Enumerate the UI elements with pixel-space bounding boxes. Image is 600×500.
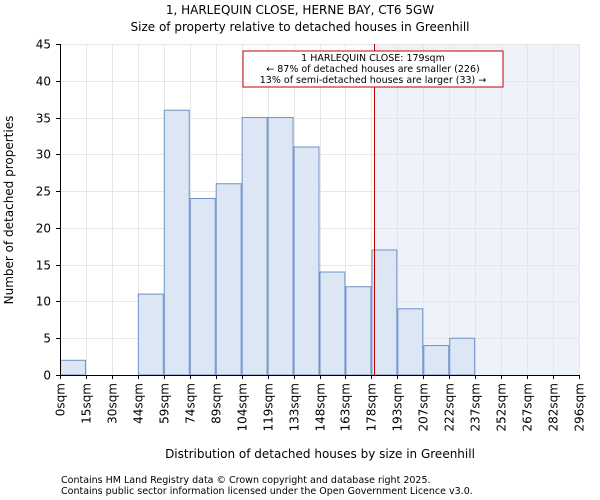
- y-tick-label: 15: [36, 259, 51, 273]
- y-tick-label: 30: [36, 148, 51, 162]
- bar: [137, 293, 164, 376]
- bar: [371, 249, 398, 376]
- y-tick-label: 10: [36, 295, 51, 309]
- x-tick-label: 178sqm: [365, 383, 379, 431]
- y-tick-label: 35: [36, 112, 51, 126]
- y-tick-label: 25: [36, 185, 51, 199]
- annotation-line1: 1 HARLEQUIN CLOSE: 179sqm: [301, 53, 445, 64]
- x-tick-label: 133sqm: [288, 383, 302, 431]
- x-tick-label: 148sqm: [314, 383, 328, 431]
- annotation-line3: 13% of semi-detached houses are larger (…: [260, 75, 487, 86]
- x-tick-label: 252sqm: [495, 383, 509, 431]
- x-tick-label: 296sqm: [573, 383, 587, 431]
- x-tick-label: 0sqm: [54, 383, 68, 416]
- chart-title-line1: 1, HARLEQUIN CLOSE, HERNE BAY, CT6 5GW: [166, 3, 434, 17]
- axes: [56, 44, 579, 379]
- y-axis-ticks: 0 5 10 15 20 25 30 35 40 45: [36, 38, 60, 383]
- annotation-line2: ← 87% of detached houses are smaller (22…: [266, 64, 479, 75]
- x-tick-label: 267sqm: [521, 383, 535, 431]
- x-tick-label: 59sqm: [158, 383, 172, 424]
- x-tick-label: 119sqm: [262, 383, 276, 431]
- x-tick-label: 207sqm: [417, 383, 431, 431]
- bar: [449, 337, 476, 376]
- y-tick-label: 0: [43, 369, 51, 383]
- y-tick-label: 20: [36, 222, 51, 236]
- x-tick-label: 193sqm: [391, 383, 405, 431]
- x-tick-label: 74sqm: [184, 383, 198, 424]
- x-tick-label: 15sqm: [80, 383, 94, 424]
- x-axis-ticks: 0sqm 15sqm 30sqm 44sqm 59sqm 74sqm 89sqm 104sqm…: [54, 375, 587, 431]
- y-axis-label: Number of detached properties: [2, 116, 16, 305]
- x-tick-label: 30sqm: [106, 383, 120, 424]
- footer-line2: Contains public sector information licen…: [61, 486, 473, 497]
- y-tick-label: 45: [36, 38, 51, 52]
- x-tick-label: 44sqm: [132, 383, 146, 424]
- annotation-border: [242, 50, 504, 88]
- chart-title-line2: Size of property relative to detached ho…: [131, 20, 470, 34]
- bar: [293, 146, 320, 376]
- x-tick-label: 89sqm: [210, 383, 224, 424]
- bar: [215, 183, 242, 376]
- bar: [241, 117, 268, 376]
- bar: [267, 117, 294, 376]
- bar: [189, 197, 216, 376]
- x-tick-label: 222sqm: [443, 383, 457, 431]
- bar: [345, 286, 372, 376]
- x-tick-label: 282sqm: [547, 383, 561, 431]
- bar: [163, 109, 190, 376]
- annotation-box: 1 HARLEQUIN CLOSE: 179sqm ← 87% of detac…: [242, 50, 504, 88]
- bar: [397, 308, 424, 376]
- x-tick-label: 104sqm: [236, 383, 250, 431]
- bar: [319, 271, 346, 376]
- x-axis-label: Distribution of detached houses by size …: [165, 447, 475, 461]
- y-tick-label: 5: [43, 332, 51, 346]
- footer-line1: Contains HM Land Registry data © Crown c…: [61, 475, 431, 486]
- bar: [423, 345, 450, 376]
- x-tick-label: 237sqm: [469, 383, 483, 431]
- y-tick-label: 40: [36, 75, 51, 89]
- x-tick-label: 163sqm: [339, 383, 353, 431]
- bar: [60, 359, 86, 376]
